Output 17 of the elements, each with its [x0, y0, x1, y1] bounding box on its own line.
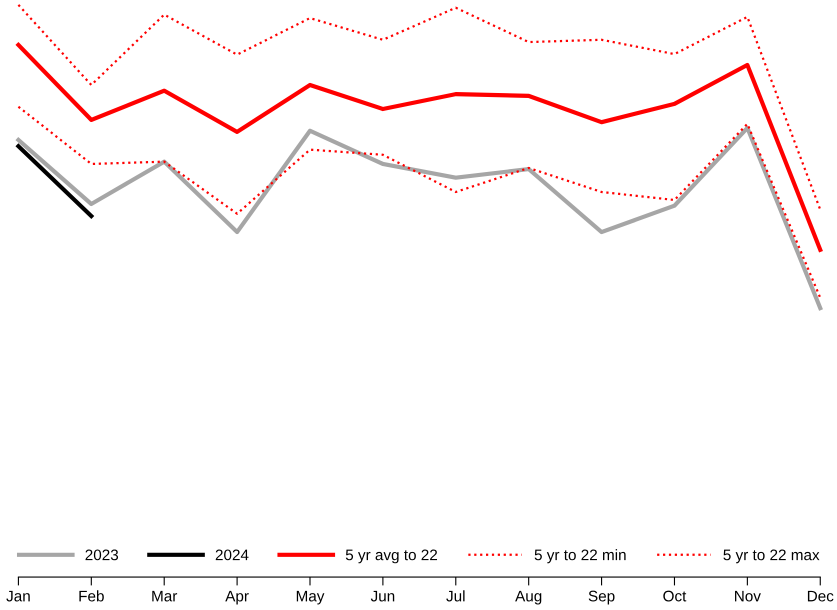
x-tick-label: Feb: [79, 590, 104, 602]
x-tick-label: May: [296, 590, 324, 604]
x-tick-label: Apr: [225, 590, 249, 604]
x-tick-label: Jul: [446, 590, 465, 602]
x-tick-label: Mar: [152, 590, 178, 602]
legend-label: 5 yr to 22 max: [723, 549, 820, 564]
x-tick-label: Sep: [588, 590, 615, 604]
x-tick-label: Nov: [735, 590, 761, 602]
x-tick-label: Jan: [6, 590, 30, 602]
x-tick-label: Aug: [515, 590, 542, 604]
legend-label: 5 yr to 22 min: [534, 549, 626, 564]
legend-label: 5 yr avg to 22: [346, 549, 438, 564]
x-tick-label: Oct: [663, 590, 686, 602]
x-tick-label: Dec: [808, 590, 834, 602]
legend-label: 2023: [86, 549, 118, 560]
x-tick-label: Jun: [370, 590, 394, 602]
legend-label: 2024: [216, 549, 249, 560]
